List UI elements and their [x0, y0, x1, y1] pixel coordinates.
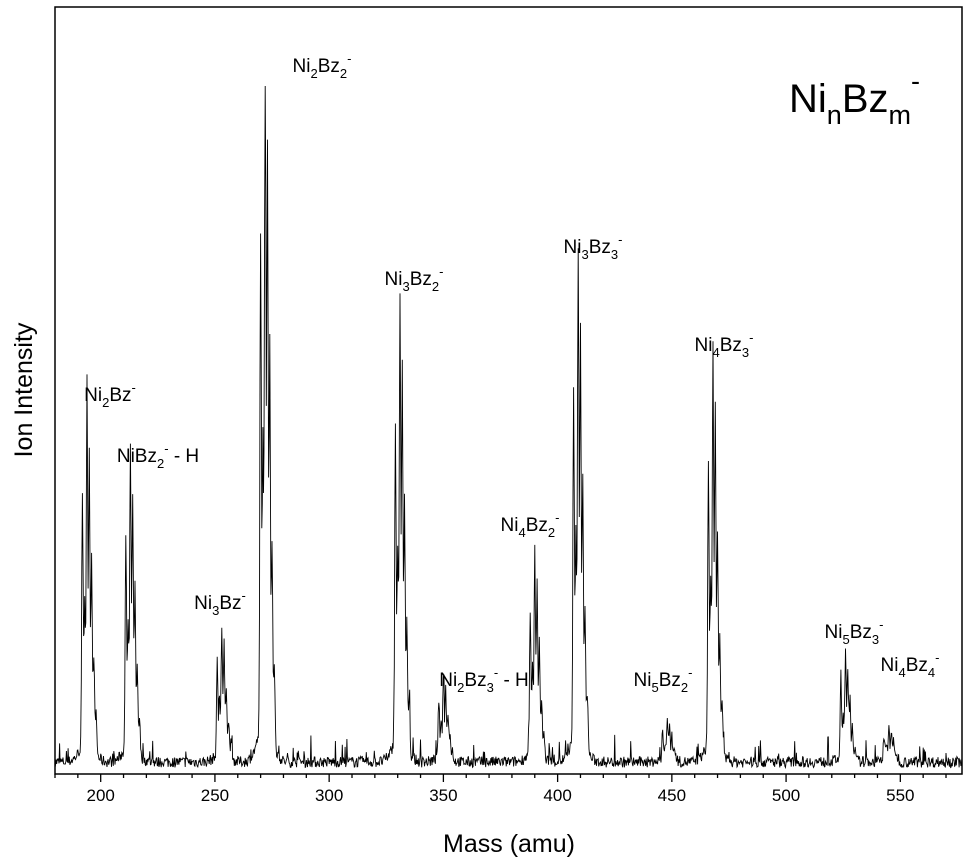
plot-frame [54, 6, 963, 775]
peak-label: Ni2Bz2- [293, 51, 352, 81]
peak-labels: Ni2Bz- NiBz2- - H Ni3Bz- Ni2Bz2- Ni3Bz2- Ni2B… [84, 51, 939, 695]
x-axis-title: Mass (amu) [443, 830, 575, 858]
peak-label: Ni2Bz- [84, 380, 136, 410]
y-axis-title: Ion Intensity [10, 322, 38, 457]
peak-label: Ni5Bz3- [825, 617, 884, 647]
x-tick-label: 450 [658, 786, 686, 805]
spectrum-trace [54, 85, 963, 770]
x-tick-label: 500 [772, 786, 800, 805]
peak-label: Ni3Bz- [194, 588, 246, 618]
series-label: NinBzm- [789, 66, 920, 130]
peak-label: Ni4Bz4- [881, 650, 940, 680]
peak-label: NiBz2- - H [117, 441, 199, 471]
x-tick-label: 300 [315, 786, 343, 805]
x-tick-label: 400 [543, 786, 571, 805]
peak-label: Ni4Bz2- [501, 510, 560, 540]
peak-label: Ni4Bz3- [695, 330, 754, 360]
x-axis-ticks: 200 250 300 350 400 450 500 550 [54, 774, 947, 805]
x-tick-label: 550 [886, 786, 914, 805]
x-tick-label: 200 [87, 786, 115, 805]
peak-label: Ni3Bz3- [564, 232, 623, 262]
peak-label: Ni3Bz2- [385, 264, 444, 294]
x-tick-label: 350 [429, 786, 457, 805]
x-tick-label: 250 [201, 786, 229, 805]
spectrum [54, 85, 963, 770]
peak-label: Ni2Bz3- - H [439, 665, 529, 695]
peak-label: Ni5Bz2- [634, 665, 693, 695]
